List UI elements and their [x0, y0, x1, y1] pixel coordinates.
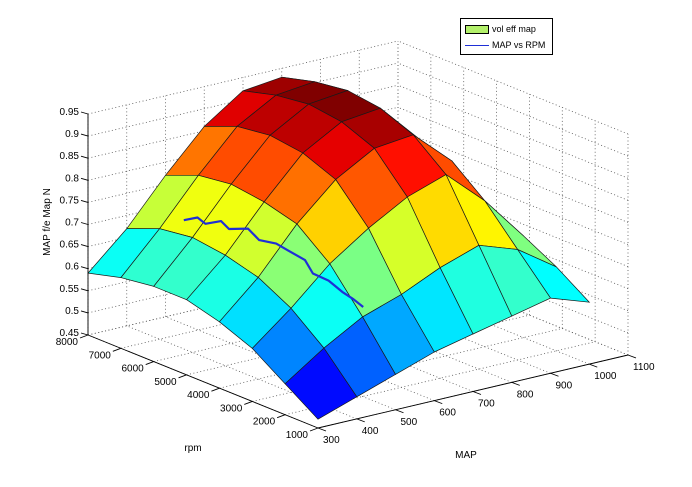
legend-entry-line: MAP vs RPM	[465, 39, 545, 51]
z-axis-label: MAP f/e Map N	[42, 188, 53, 256]
surface-swatch-icon	[465, 24, 489, 34]
z-tick-label: 0.7	[65, 218, 79, 229]
z-tick-label: 0.85	[60, 151, 80, 162]
map-tick-label: 1100	[633, 362, 655, 373]
map-tick-label: 900	[556, 380, 573, 391]
rpm-tick-label: 2000	[253, 417, 276, 428]
legend-entry-surface: vol eff map	[465, 23, 536, 35]
rpm-tick-label: 1000	[286, 430, 309, 441]
z-tick-label: 0.65	[60, 240, 80, 251]
legend: vol eff map MAP vs RPM	[460, 18, 553, 55]
z-tick-label: 0.95	[60, 107, 80, 118]
map-tick-label: 300	[323, 435, 340, 446]
legend-line-label: MAP vs RPM	[492, 40, 546, 50]
rpm-tick-label: 7000	[89, 350, 112, 361]
axes: 0.95 0.9 0.85 0.8 0.75 0.7 0.65 0.6 0.55 0.5 0.45 1…	[42, 107, 655, 461]
map-vs-rpm-trace	[183, 216, 364, 308]
z-tick-label: 0.8	[65, 173, 79, 184]
z-tick-label: 0.6	[65, 262, 79, 273]
rpm-tick-label: 8000	[56, 337, 79, 348]
z-tick-label: 0.75	[60, 195, 80, 206]
map-axis-label: MAP	[455, 450, 477, 461]
map-tick-label: 500	[401, 417, 418, 428]
surface-patch	[284, 347, 358, 420]
map-tick-label: 600	[439, 408, 456, 419]
rpm-tick-label: 6000	[121, 364, 144, 375]
z-tick-label: 0.55	[60, 284, 80, 295]
z-tick-label: 0.45	[60, 328, 80, 339]
rpm-tick-label: 3000	[220, 403, 243, 414]
map-tick-label: 400	[362, 426, 379, 437]
map-tick-label: 1000	[594, 371, 617, 382]
map-tick-label: 800	[517, 389, 534, 400]
rpm-tick-label: 4000	[187, 390, 210, 401]
legend-surface-label: vol eff map	[492, 24, 536, 34]
rpm-tick-label: 5000	[154, 377, 177, 388]
surface	[87, 76, 591, 420]
rpm-axis-label: rpm	[184, 443, 201, 454]
z-tick-label: 0.5	[65, 306, 79, 317]
z-tick-label: 0.9	[65, 129, 79, 140]
map-tick-label: 700	[478, 399, 495, 410]
line-swatch-icon	[465, 44, 489, 46]
